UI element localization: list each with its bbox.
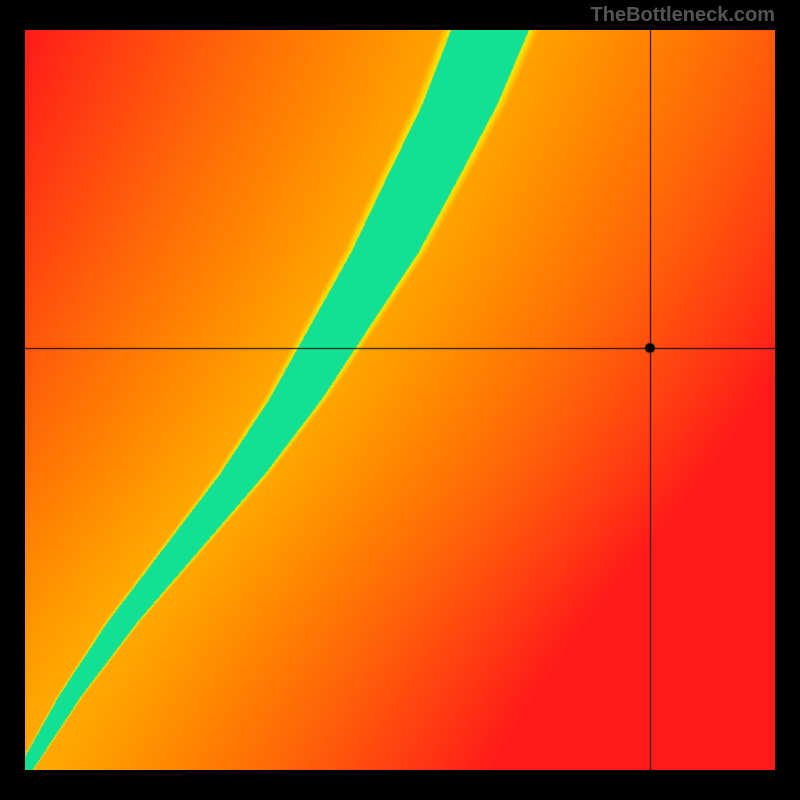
heatmap-plot xyxy=(25,30,775,770)
heatmap-canvas xyxy=(25,30,775,770)
watermark-text: TheBottleneck.com xyxy=(591,4,775,27)
